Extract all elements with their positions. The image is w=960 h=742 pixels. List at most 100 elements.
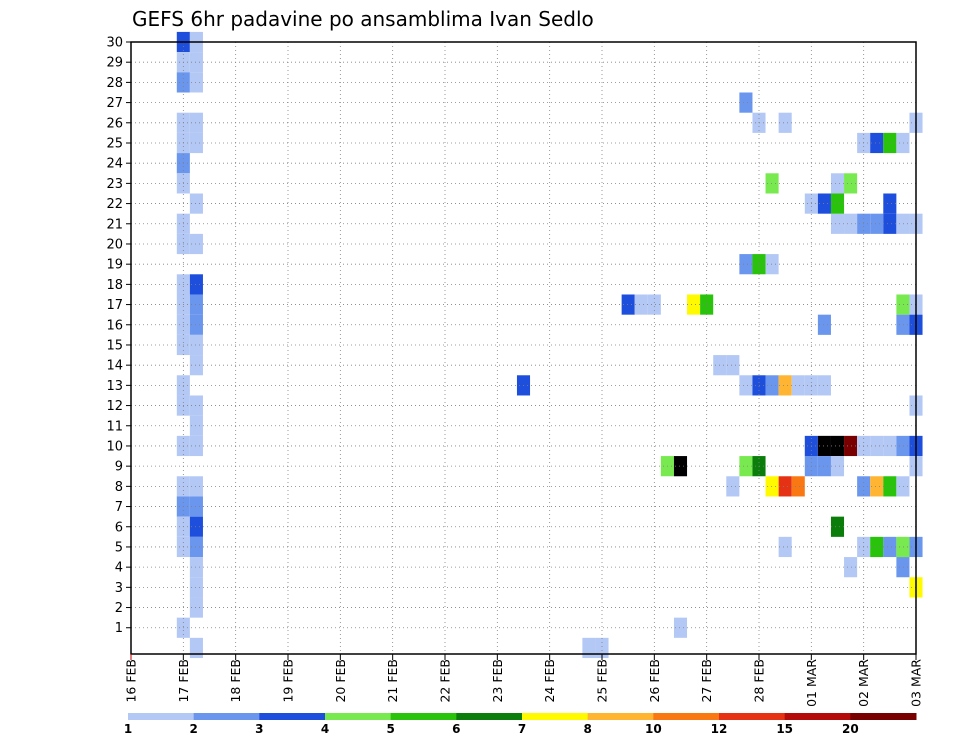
colorbar-swatch xyxy=(128,713,195,720)
colorbar: 1 2 3 4 5 6 7 8 10 12 15 20 xyxy=(124,713,917,736)
heatmap-cell xyxy=(189,557,203,578)
heatmap-cell xyxy=(189,334,203,356)
colorbar-swatch xyxy=(259,713,326,720)
y-tick-label: 24 xyxy=(106,157,123,172)
y-tick-label: 20 xyxy=(106,237,123,252)
x-tick-label: 19 FEB xyxy=(281,659,296,703)
y-tick-label: 30 xyxy=(106,36,123,51)
heatmap-cell xyxy=(189,132,203,154)
chart-title: GEFS 6hr padavine po ansamblima Ivan Sed… xyxy=(132,7,594,31)
heatmap-cell xyxy=(870,435,884,457)
heatmap-cells xyxy=(176,31,923,659)
y-tick-label: 7 xyxy=(115,500,123,515)
colorbar-swatch xyxy=(390,713,457,720)
colorbar-swatch xyxy=(456,713,523,720)
heatmap-cell xyxy=(896,294,910,315)
heatmap-cell xyxy=(189,294,203,315)
y-tick-label: 22 xyxy=(106,197,123,212)
heatmap-cell xyxy=(189,395,203,416)
colorbar-swatch xyxy=(850,713,917,720)
heatmap-cell xyxy=(830,456,845,477)
heatmap-cell xyxy=(189,233,203,255)
heatmap-cell xyxy=(739,456,753,477)
x-tick-label: 26 FEB xyxy=(647,659,662,703)
y-tick-label: 15 xyxy=(106,338,123,353)
heatmap-cell xyxy=(595,637,609,659)
x-tick-label: 01 MAR xyxy=(804,659,819,707)
y-tick-label: 17 xyxy=(106,298,123,313)
heatmap-cell xyxy=(883,132,897,154)
y-tick-label: 9 xyxy=(115,460,123,475)
heatmap-cell xyxy=(189,274,203,295)
heatmap-cell xyxy=(739,254,753,275)
colorbar-swatch xyxy=(325,713,392,720)
colorbar-swatch xyxy=(587,713,654,720)
y-tick-label: 4 xyxy=(115,561,123,576)
heatmap-cell xyxy=(739,375,753,396)
heatmap-cell xyxy=(883,536,897,558)
heatmap-cell xyxy=(765,375,779,396)
heatmap-cell xyxy=(189,476,203,497)
heatmap-cell xyxy=(883,435,897,457)
x-tick-label: 24 FEB xyxy=(542,659,557,703)
x-tick-label: 02 MAR xyxy=(856,659,871,707)
heatmap-cell xyxy=(765,254,779,275)
y-axis: 1234567891011121314151617181920212223242… xyxy=(106,36,131,636)
heatmap-cell xyxy=(634,294,648,315)
x-tick-label: 03 MAR xyxy=(909,659,924,707)
y-tick-label: 28 xyxy=(106,76,123,91)
y-tick-label: 18 xyxy=(106,278,123,293)
heatmap-cell xyxy=(896,476,910,497)
y-tick-label: 6 xyxy=(115,520,123,535)
x-tick-label: 20 FEB xyxy=(333,659,348,703)
heatmap-cell xyxy=(189,577,203,598)
heatmap-cell xyxy=(778,375,792,396)
colorbar-swatch xyxy=(784,713,851,720)
y-tick-label: 10 xyxy=(106,439,123,454)
heatmap-cell xyxy=(844,213,858,234)
heatmap-cell xyxy=(647,294,661,315)
heatmap-cell xyxy=(896,132,910,154)
heatmap-cell xyxy=(778,476,792,497)
y-tick-label: 26 xyxy=(106,116,123,131)
y-tick-label: 11 xyxy=(106,419,123,434)
heatmap-cell xyxy=(765,476,779,497)
heatmap-cell xyxy=(700,294,714,315)
x-tick-label: 18 FEB xyxy=(228,659,243,703)
y-tick-label: 13 xyxy=(106,379,123,394)
heatmap-cell xyxy=(870,476,884,497)
heatmap-cell xyxy=(896,557,910,578)
x-axis: 16 FEB 17 FEB 18 FEB 19 FEB 20 FEB 21 FEB 22 F… xyxy=(124,654,924,707)
y-tick-label: 19 xyxy=(106,258,123,273)
y-tick-label: 21 xyxy=(106,217,123,232)
heatmap-cell xyxy=(896,314,910,335)
heatmap-cell xyxy=(844,173,858,194)
heatmap-cell xyxy=(726,476,740,497)
colorbar-swatch xyxy=(522,713,589,720)
heatmap-cell xyxy=(189,435,203,457)
heatmap-cell xyxy=(189,597,203,618)
x-tick-label: 25 FEB xyxy=(595,659,610,703)
heatmap-cell xyxy=(830,173,845,194)
heatmap-cell xyxy=(817,456,831,477)
heatmap-cell xyxy=(844,435,858,457)
y-tick-label: 27 xyxy=(106,96,123,111)
colorbar-label: 3 xyxy=(255,722,263,736)
colorbar-label: 20 xyxy=(842,722,859,736)
heatmap-cell xyxy=(189,314,203,335)
grid-lines xyxy=(131,41,916,654)
heatmap-cell xyxy=(189,52,203,73)
colorbar-swatch xyxy=(193,713,260,720)
colorbar-label: 8 xyxy=(583,722,591,736)
heatmap-cell xyxy=(883,213,897,234)
heatmap-cell xyxy=(896,435,910,457)
x-tick-label: 22 FEB xyxy=(438,659,453,703)
heatmap-cell xyxy=(830,213,845,234)
colorbar-label: 6 xyxy=(452,722,460,736)
heatmap-cell xyxy=(189,496,203,517)
heatmap-cell xyxy=(189,193,203,214)
colorbar-label: 7 xyxy=(518,722,526,736)
colorbar-label: 10 xyxy=(645,722,662,736)
heatmap-cell xyxy=(189,536,203,558)
y-tick-label: 5 xyxy=(115,540,123,555)
